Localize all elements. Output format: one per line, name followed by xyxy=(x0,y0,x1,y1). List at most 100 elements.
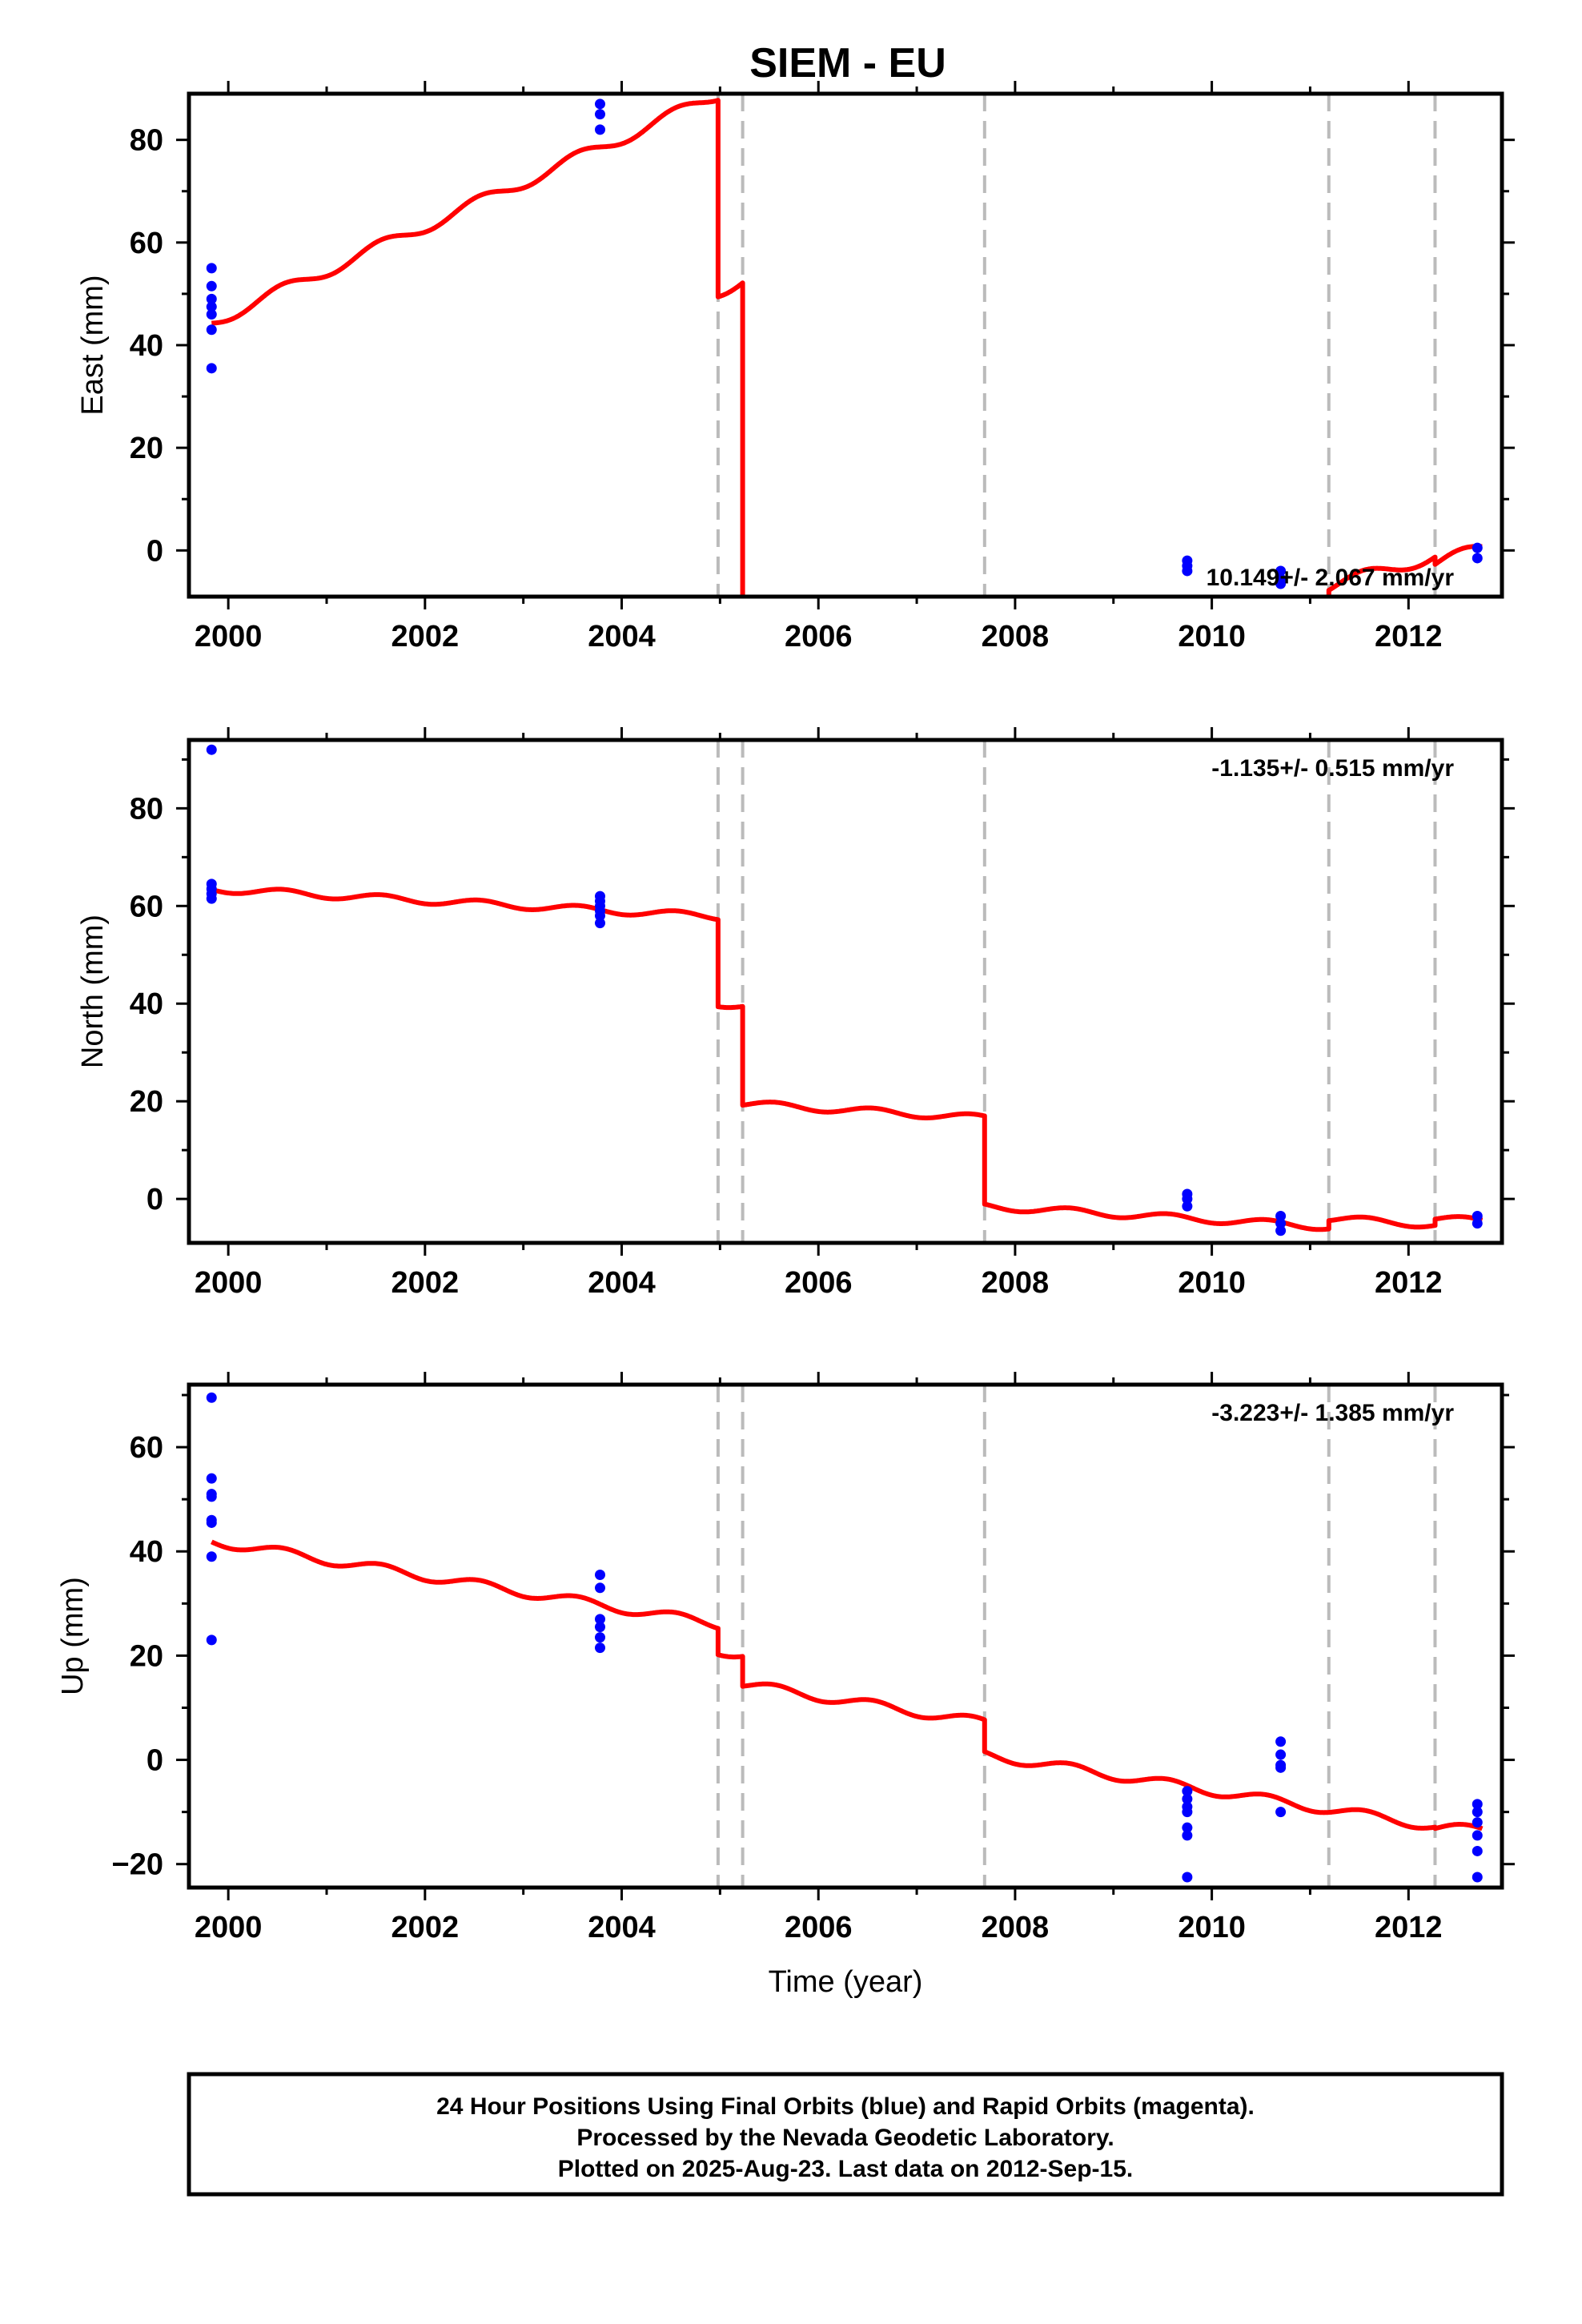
final-orbit-point xyxy=(1182,1807,1193,1818)
final-orbit-point xyxy=(1182,1872,1193,1883)
y-tick-label: 20 xyxy=(130,1639,163,1673)
x-tick-label: 2012 xyxy=(1375,1266,1443,1300)
y-axis-label: Up (mm) xyxy=(56,1577,90,1695)
final-orbit-point xyxy=(206,280,217,292)
final-orbit-point xyxy=(1182,1193,1193,1204)
east-panel: 2000 2002 2004 2006 2008 2010 2012 0 20 40 60 80 Eas… xyxy=(76,81,1515,653)
final-orbit-point xyxy=(1182,1830,1193,1841)
y-tick-label: 40 xyxy=(130,329,163,363)
y-tick-label: 40 xyxy=(130,1535,163,1569)
final-orbit-point xyxy=(1275,1225,1287,1236)
plot-frame xyxy=(187,1382,1504,1890)
footer-line-1: 24 Hour Positions Using Final Orbits (bl… xyxy=(436,2093,1255,2120)
final-orbit-point xyxy=(1275,1807,1287,1818)
x-tick-label: 2010 xyxy=(1178,620,1246,653)
final-orbit-point xyxy=(594,910,605,921)
final-orbit-point xyxy=(1472,1817,1483,1828)
y-axis-label: North (mm) xyxy=(76,915,110,1068)
final-orbit-point xyxy=(594,1632,605,1643)
final-orbit-point xyxy=(1275,1736,1287,1747)
final-orbit-point xyxy=(1275,1218,1287,1229)
final-orbit-point xyxy=(206,293,217,304)
final-orbit-point xyxy=(594,918,605,929)
final-orbit-point xyxy=(1275,1762,1287,1773)
x-tick-label: 2010 xyxy=(1178,1911,1246,1944)
final-orbit-point xyxy=(206,324,217,336)
x-tick-label: 2006 xyxy=(785,620,853,653)
final-orbit-point xyxy=(206,309,217,320)
y-axis-label: East (mm) xyxy=(76,275,110,415)
final-orbit-point xyxy=(206,744,217,755)
final-orbit-point xyxy=(1472,553,1483,564)
final-orbit-point xyxy=(594,1570,605,1581)
final-orbit-point xyxy=(594,1622,605,1633)
model-line xyxy=(210,1539,1484,1831)
final-orbit-point xyxy=(594,1642,605,1654)
x-tick-label: 2004 xyxy=(588,620,656,653)
final-orbit-point xyxy=(1275,565,1287,577)
x-tick-label: 2006 xyxy=(785,1911,853,1944)
final-orbit-point xyxy=(206,363,217,374)
final-orbit-point xyxy=(1182,1822,1193,1833)
plot-frame xyxy=(187,91,1504,599)
final-orbit-point xyxy=(1182,1786,1193,1797)
x-tick-label: 2010 xyxy=(1178,1266,1246,1300)
final-orbit-point xyxy=(206,1551,217,1562)
y-tick-label: 0 xyxy=(147,534,163,568)
final-orbit-point xyxy=(1472,1218,1483,1229)
y-tick-label: 0 xyxy=(147,1744,163,1778)
x-tick-label: 2012 xyxy=(1375,620,1443,653)
x-tick-label: 2000 xyxy=(195,620,263,653)
x-tick-label: 2002 xyxy=(391,1911,460,1944)
y-tick-label: 60 xyxy=(130,890,163,923)
plot-area xyxy=(206,1392,1484,1883)
rate-text: -1.135+/- 0.515 mm/yr xyxy=(1211,755,1454,782)
y-tick-label: 20 xyxy=(130,432,163,465)
final-orbit-point xyxy=(1472,1830,1483,1841)
x-tick-label: 2002 xyxy=(391,1266,460,1300)
final-orbit-point xyxy=(594,109,605,120)
final-orbit-point xyxy=(594,99,605,110)
y-tick-label: 80 xyxy=(130,124,163,158)
y-tick-label: 80 xyxy=(130,792,163,826)
final-orbit-point xyxy=(1472,1210,1483,1221)
y-tick-label: 0 xyxy=(147,1183,163,1216)
final-orbit-point xyxy=(1472,1807,1483,1818)
footer-line-2: Processed by the Nevada Geodetic Laborat… xyxy=(576,2125,1114,2151)
final-orbit-point xyxy=(1275,1210,1287,1221)
final-orbit-point xyxy=(1182,1793,1193,1804)
final-orbit-point xyxy=(1275,578,1287,589)
x-tick-label: 2008 xyxy=(982,1266,1050,1300)
final-orbit-point xyxy=(206,1473,217,1484)
x-tick-label: 2002 xyxy=(391,620,460,653)
x-tick-label: 2008 xyxy=(982,1911,1050,1944)
x-tick-label: 2004 xyxy=(588,1266,656,1300)
final-orbit-point xyxy=(206,1491,217,1502)
final-orbit-point xyxy=(1472,1799,1483,1810)
final-orbit-point xyxy=(206,1517,217,1528)
rate-text: -3.223+/- 1.385 mm/yr xyxy=(1211,1400,1454,1426)
x-tick-label: 2004 xyxy=(588,1911,656,1944)
y-tick-label: 60 xyxy=(130,227,163,260)
plot-frame xyxy=(187,738,1504,1245)
final-orbit-point xyxy=(206,1392,217,1403)
x-tick-label: 2012 xyxy=(1375,1911,1443,1944)
final-orbit-point xyxy=(1472,542,1483,553)
final-orbit-point xyxy=(1472,1872,1483,1883)
final-orbit-point xyxy=(206,893,217,904)
final-orbit-point xyxy=(1182,565,1193,577)
y-tick-label: −20 xyxy=(112,1848,163,1882)
final-orbit-point xyxy=(594,1614,605,1625)
rate-text: 10.149+/- 2.067 mm/yr xyxy=(1207,565,1455,591)
model-line xyxy=(210,98,1484,597)
footer-line-3: Plotted on 2025-Aug-23. Last data on 201… xyxy=(558,2156,1134,2182)
x-tick-label: 2008 xyxy=(982,620,1050,653)
final-orbit-point xyxy=(206,301,217,312)
final-orbit-point xyxy=(206,263,217,274)
final-orbit-point xyxy=(206,1634,217,1646)
chart-title: SIEM - EU xyxy=(749,40,946,86)
y-tick-label: 40 xyxy=(130,987,163,1021)
x-axis-label: Time (year) xyxy=(769,1965,923,1999)
final-orbit-point xyxy=(1182,1200,1193,1212)
